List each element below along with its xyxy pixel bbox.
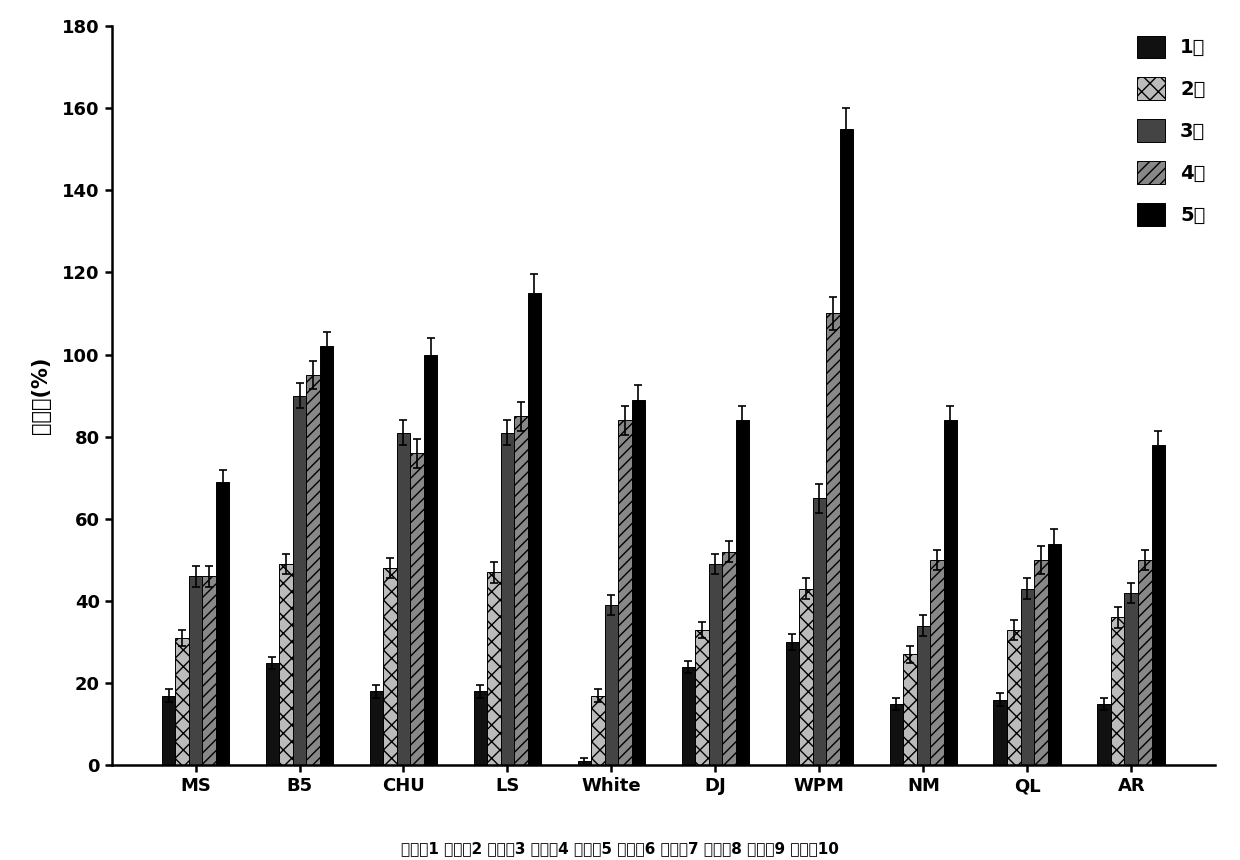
Bar — [786, 642, 799, 765]
Bar — [202, 576, 216, 765]
Bar — [474, 691, 487, 765]
Bar — [1034, 560, 1048, 765]
Bar — [279, 564, 293, 765]
Bar — [682, 666, 696, 765]
Bar — [1111, 617, 1125, 765]
Bar — [826, 313, 839, 765]
Bar — [696, 630, 708, 765]
Bar — [944, 421, 957, 765]
Bar — [591, 696, 605, 765]
Bar — [1007, 630, 1021, 765]
Bar — [889, 703, 903, 765]
Bar — [265, 663, 279, 765]
Bar — [1125, 593, 1138, 765]
Bar — [1097, 703, 1111, 765]
Bar — [619, 421, 631, 765]
Bar — [916, 626, 930, 765]
Bar — [722, 552, 735, 765]
Bar — [161, 696, 175, 765]
Bar — [383, 568, 397, 765]
Bar — [1021, 589, 1034, 765]
Bar — [812, 498, 826, 765]
Bar — [175, 638, 188, 765]
Bar — [306, 375, 320, 765]
Bar — [424, 354, 438, 765]
Bar — [528, 293, 541, 765]
Text: 培养基1 培养基2 培养基3 培养基4 培养基5 培养基6 培养基7 培养基8 培养基9 培养基10: 培养基1 培养基2 培养基3 培养基4 培养基5 培养基6 培养基7 培养基8 … — [401, 841, 839, 856]
Bar — [903, 654, 916, 765]
Bar — [1152, 445, 1166, 765]
Bar — [839, 128, 853, 765]
Bar — [487, 572, 501, 765]
Bar — [320, 347, 334, 765]
Bar — [631, 400, 645, 765]
Bar — [799, 589, 812, 765]
Bar — [708, 564, 722, 765]
Bar — [216, 482, 229, 765]
Bar — [605, 605, 619, 765]
Bar — [1048, 544, 1061, 765]
Bar — [735, 421, 749, 765]
Y-axis label: 生长率(%): 生长率(%) — [31, 357, 51, 434]
Legend: 1周, 2周, 3周, 4周, 5周: 1周, 2周, 3周, 4周, 5周 — [1137, 35, 1205, 225]
Bar — [188, 576, 202, 765]
Bar — [370, 691, 383, 765]
Bar — [501, 433, 515, 765]
Bar — [993, 700, 1007, 765]
Bar — [515, 416, 528, 765]
Bar — [578, 761, 591, 765]
Bar — [397, 433, 410, 765]
Bar — [293, 396, 306, 765]
Bar — [1138, 560, 1152, 765]
Bar — [410, 453, 424, 765]
Bar — [930, 560, 944, 765]
